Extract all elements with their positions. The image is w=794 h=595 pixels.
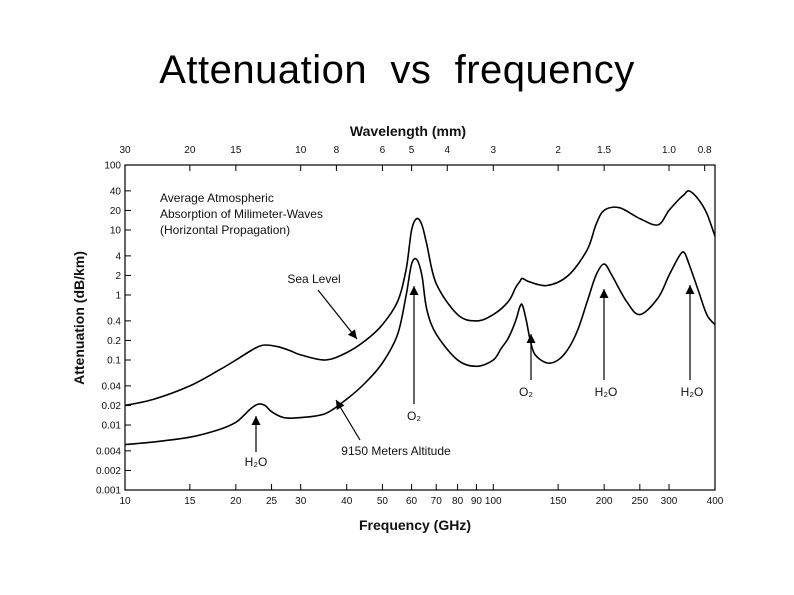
top-tick-label: 5: [409, 145, 415, 156]
x-tick-label: 15: [184, 496, 196, 507]
top-tick-label: 6: [380, 145, 386, 156]
x-tick-label: 80: [452, 496, 464, 507]
annotation-h2o-22: H₂O: [245, 455, 268, 469]
x-tick-label: 25: [266, 496, 278, 507]
annotation-h2o-325: H₂O: [681, 385, 704, 399]
top-tick-label: 2: [555, 145, 561, 156]
top-tick-label: 3: [490, 145, 496, 156]
arrow-sea-level-shaft: [317, 289, 358, 340]
y-tick-label: 10: [110, 226, 122, 237]
top-axis-ticks: 30 20 15 10 8 6 5 4 3 2 1.5 1.0 0.8: [119, 145, 712, 171]
y-tick-label: 100: [104, 161, 121, 172]
arrow-o2-60-head: [409, 286, 419, 295]
y-tick-label: 0.002: [96, 466, 121, 477]
top-tick-label: 8: [334, 145, 340, 156]
y-tick-label: 4: [115, 251, 121, 262]
annotation-o2-60: O₂: [407, 409, 421, 423]
y-tick-label: 2: [115, 271, 121, 282]
y-tick-label: 0.004: [96, 446, 121, 457]
x-tick-label: 30: [295, 496, 307, 507]
y-tick-label: 0.4: [107, 316, 121, 327]
x-tick-label: 300: [661, 496, 678, 507]
annotations: Sea Level 9150 Meters Altitude H₂O O₂ O₂ H₂O H…: [245, 272, 704, 469]
plot-frame: [124, 164, 716, 491]
top-tick-label: 4: [444, 145, 450, 156]
top-axis-title: Wavelength (mm): [350, 123, 466, 139]
legend-line-1: Average Atmospheric: [160, 191, 274, 205]
x-tick-label: 250: [631, 496, 648, 507]
y-tick-label: 40: [110, 186, 122, 197]
x-axis-title: Frequency (GHz): [359, 517, 471, 533]
top-tick-label: 1.0: [662, 145, 676, 156]
legend-line-2: Absorption of Milimeter-Waves: [160, 207, 323, 221]
top-tick-label: 10: [295, 145, 307, 156]
annotation-altitude: 9150 Meters Altitude: [341, 444, 451, 458]
y-tick-label: 0.04: [102, 381, 122, 392]
x-tick-label: 100: [485, 496, 502, 507]
series-altitude-line: [124, 251, 716, 446]
annotation-o2-118: O₂: [519, 385, 533, 399]
x-tick-label: 20: [230, 496, 242, 507]
arrow-h2o-325-head: [685, 285, 695, 294]
annotation-h2o-183: H₂O: [595, 385, 618, 399]
arrow-o2-118-head: [526, 334, 536, 343]
x-tick-label: 60: [406, 496, 418, 507]
arrow-sea-level-head: [347, 329, 357, 339]
legend-line-3: (Horizontal Propagation): [160, 223, 290, 237]
y-axis-title: Attenuation (dB/km): [71, 251, 87, 385]
top-tick-label: 1.5: [597, 145, 611, 156]
y-tick-label: 0.1: [107, 356, 121, 367]
x-tick-label: 70: [431, 496, 443, 507]
y-tick-label: 0.2: [107, 336, 121, 347]
top-tick-label: 0.8: [698, 145, 712, 156]
y-tick-label: 0.001: [96, 486, 121, 497]
top-tick-label: 20: [184, 145, 196, 156]
arrow-h2o-22-head: [251, 416, 261, 425]
x-tick-label: 90: [471, 496, 483, 507]
series-sea-level-line: [124, 189, 716, 407]
y-tick-label: 1: [115, 291, 121, 302]
x-tick-label: 150: [550, 496, 567, 507]
y-axis-ticks: 0.001 0.002 0.004 0.01 0.02 0.04 0.1 0.2 0.4 1 2 4 1…: [96, 161, 131, 497]
top-tick-label: 15: [230, 145, 242, 156]
x-axis-ticks: 10 15 20 25 30 40 50 60 70 80 90 100 150 200 250 300 400: [119, 484, 724, 507]
x-tick-label: 50: [377, 496, 389, 507]
arrow-h2o-183-head: [599, 289, 609, 298]
arrow-altitude-head: [336, 400, 345, 410]
y-tick-label: 0.01: [102, 421, 122, 432]
annotation-sea-level: Sea Level: [287, 272, 340, 286]
y-tick-label: 20: [110, 206, 122, 217]
x-tick-label: 200: [596, 496, 613, 507]
x-tick-label: 40: [341, 496, 353, 507]
top-tick-label: 30: [119, 145, 131, 156]
slide-title: Attenuation vs frequency: [159, 48, 635, 92]
y-tick-label: 0.02: [102, 401, 122, 412]
series-curves: [124, 189, 716, 446]
x-tick-label: 400: [707, 496, 724, 507]
x-tick-label: 10: [119, 496, 131, 507]
